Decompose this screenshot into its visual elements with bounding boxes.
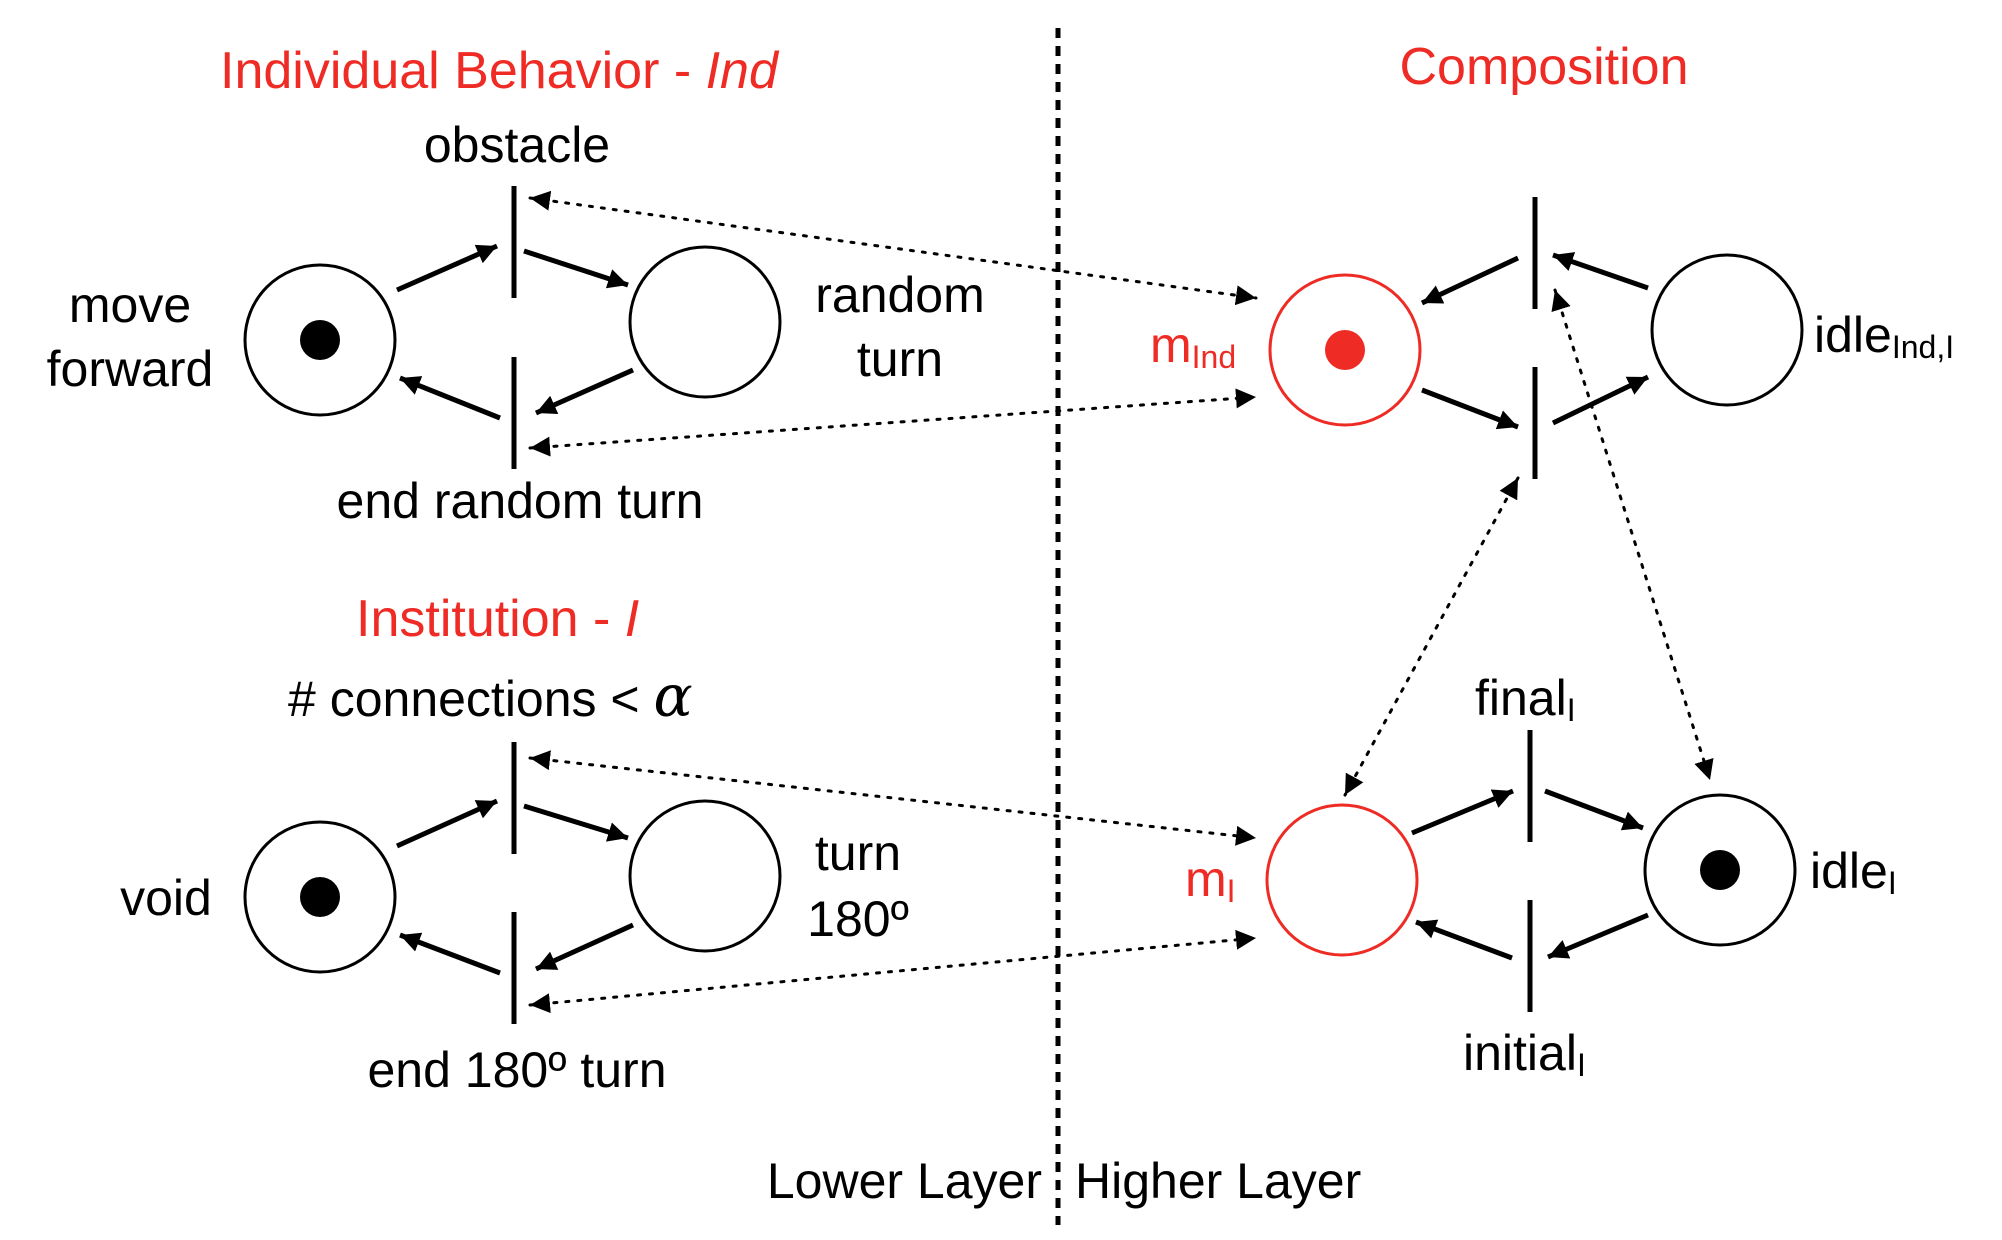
arc-initial-to-m-i [1415,919,1513,961]
mapping-connections-to-m-i [528,750,1258,846]
place-turn-180 [628,799,782,953]
place-random-turn-label-2: turn [857,331,943,387]
arc-connections-to-turn [523,803,629,842]
place-move-forward [243,263,397,417]
arc-void-to-connections [395,798,499,849]
mapping-end-random-turn-to-m-ind [528,388,1258,457]
mapping-upper-to-idle-i [1551,288,1714,782]
place-random-turn-label: random [815,267,985,323]
token-idle-i [1700,850,1740,890]
token-void [300,877,340,917]
place-move-forward-label-2: forward [47,341,214,397]
transition-connections-label: # connections < α [288,662,693,730]
institution-title: Institution - I [356,590,639,648]
arc-random-turn-to-end [534,367,635,416]
arc-m-ind-to-lower [1421,387,1519,430]
place-idle-ind-i-label: idleInd,I [1814,307,1954,365]
place-move-forward-label: move [69,277,191,333]
transition-final-label: finalI [1475,670,1576,728]
place-turn-180-label-2: 180º [807,891,909,947]
transition-end-random-turn-label: end random turn [337,473,704,529]
token-m-ind [1325,330,1365,370]
transition-initial-label: initialI [1463,1025,1586,1083]
arc-m-i-to-final [1411,788,1514,836]
lower-layer-label: Lower Layer [767,1153,1042,1209]
place-idle-ind-i [1650,253,1804,407]
place-void-label: void [120,870,212,926]
mapping-obstacle-to-m-ind [528,190,1258,306]
place-m-ind-label: mInd [1150,317,1236,375]
place-m-i-label: mI [1185,851,1236,909]
place-turn-180-label: turn [815,825,901,881]
higher-layer-label: Higher Layer [1075,1153,1361,1209]
arc-idle-i-to-initial [1547,912,1649,960]
arc-end-to-void [399,932,501,976]
arc-final-to-idle-i [1544,788,1644,831]
arc-lower-to-idle-ind [1551,374,1650,426]
arc-idle-ind-to-upper [1552,252,1649,291]
arc-move-forward-to-obstacle [395,243,499,293]
place-void [243,820,397,974]
transition-end-turn-label: end 180º turn [367,1042,666,1098]
token-move-forward [300,320,340,360]
arc-upper-to-m-ind [1420,255,1520,306]
transition-obstacle-label: obstacle [424,117,610,173]
composition-title: Composition [1399,38,1688,96]
place-idle-i-label: idleI [1810,843,1897,901]
place-m-i [1265,803,1419,957]
arc-obstacle-to-random-turn [523,248,629,289]
place-idle-i [1643,793,1797,947]
mapping-lower-to-m-i [1343,476,1520,797]
place-m-ind [1268,273,1422,427]
arc-turn-to-end [534,922,635,972]
place-random-turn [628,245,782,399]
individual-behavior-title: Individual Behavior - Ind [220,42,780,100]
mapping-end-turn-to-m-i [528,929,1258,1014]
arc-end-to-move-forward [399,375,501,421]
